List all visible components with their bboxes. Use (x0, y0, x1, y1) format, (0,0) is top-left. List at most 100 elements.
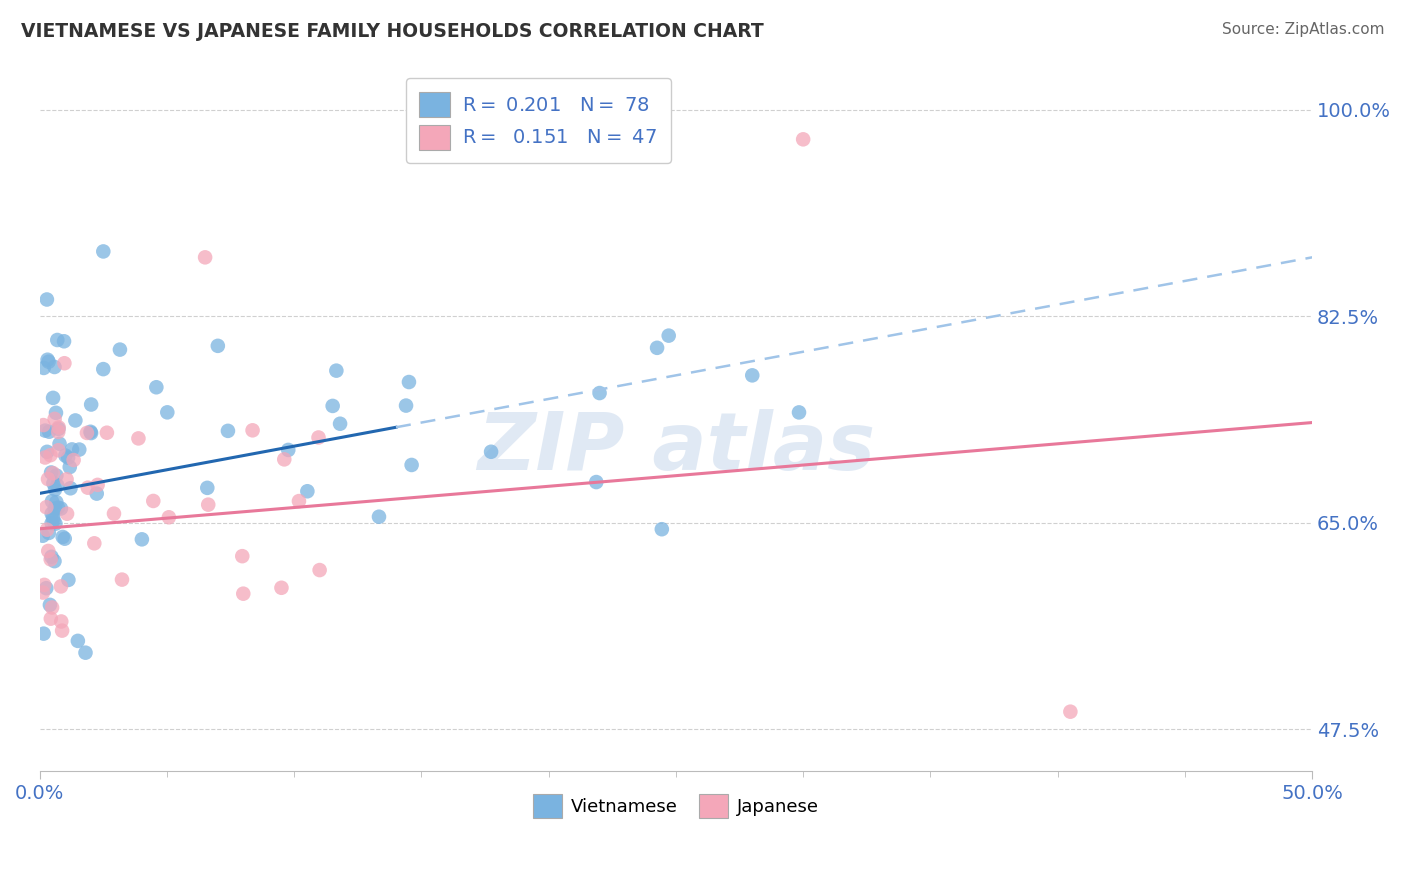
Point (41, 549, 63, 564)
Point (53, 532, 76, 546)
Point (42, 513, 65, 527)
Point (53, 334, 76, 349)
Point (308, 563, 330, 577)
Point (277, 442, 299, 457)
Point (32, 360, 55, 375)
Point (49, 579, 72, 593)
Point (207, 339, 229, 353)
Point (55, 472, 77, 486)
Point (41, 494, 63, 508)
Point (41, 600, 63, 615)
Point (49, 501, 72, 516)
Point (242, 423, 264, 437)
Point (35, 293, 58, 307)
Point (46, 425, 69, 439)
Point (325, 364, 347, 378)
Point (38, 355, 60, 369)
Point (645, 341, 668, 355)
Point (56, 450, 79, 465)
Text: Source: ZipAtlas.com: Source: ZipAtlas.com (1222, 22, 1385, 37)
Point (42, 510, 65, 524)
Point (52, 530, 75, 544)
Point (38, 425, 60, 439)
Point (288, 494, 311, 508)
Point (76, 481, 98, 495)
Point (35, 523, 58, 537)
Point (217, 424, 239, 438)
Point (34, 424, 56, 438)
Point (38, 598, 60, 612)
Point (91, 244, 114, 259)
Point (53, 356, 76, 370)
Point (45, 468, 67, 483)
Point (108, 343, 131, 357)
Point (42, 466, 65, 480)
Point (297, 484, 319, 499)
Point (44, 359, 66, 374)
Point (585, 475, 607, 489)
Point (792, 132, 814, 146)
Point (48, 420, 70, 434)
Point (32, 578, 55, 592)
Point (44, 501, 66, 516)
Point (67, 442, 90, 457)
Point (231, 549, 253, 564)
Point (37, 472, 59, 486)
Point (741, 368, 763, 383)
Point (38, 525, 60, 540)
Point (79, 425, 101, 439)
Point (42, 476, 65, 491)
Point (48, 422, 70, 436)
Legend: Vietnamese, Japanese: Vietnamese, Japanese (526, 788, 827, 825)
Point (80, 426, 103, 441)
Point (329, 417, 352, 431)
Point (48, 443, 70, 458)
Point (35, 500, 58, 515)
Point (34, 450, 56, 465)
Point (479, 444, 502, 458)
Point (44, 554, 66, 568)
Point (48, 437, 70, 451)
Point (197, 498, 219, 512)
Point (32, 585, 55, 599)
Point (76, 425, 98, 440)
Point (322, 399, 344, 413)
Point (80, 397, 103, 411)
Point (41, 507, 63, 521)
Point (651, 522, 673, 536)
Point (194, 250, 217, 264)
Point (35, 581, 58, 595)
Point (62, 453, 84, 467)
Point (45, 406, 67, 420)
Point (32, 626, 55, 640)
Point (37, 544, 59, 558)
Point (60, 442, 83, 457)
Point (270, 581, 292, 595)
Point (59, 481, 82, 495)
Point (111, 573, 134, 587)
Point (127, 431, 149, 445)
Point (436, 805, 458, 819)
Point (44, 483, 66, 497)
Point (86, 486, 108, 500)
Point (56, 507, 79, 521)
Point (91, 362, 114, 376)
Point (32, 418, 55, 433)
Text: ZIP atlas: ZIP atlas (477, 409, 875, 487)
Point (658, 328, 681, 343)
Point (39, 466, 62, 480)
Point (46, 333, 69, 347)
Point (588, 386, 610, 401)
Point (157, 510, 180, 524)
Point (46, 500, 69, 515)
Point (66, 633, 89, 648)
Point (41, 516, 63, 531)
Point (42, 391, 65, 405)
Point (96, 425, 118, 440)
Point (368, 509, 391, 524)
Point (59, 460, 82, 475)
Point (308, 430, 330, 444)
Point (75, 646, 97, 660)
Point (83, 536, 105, 550)
Point (86, 478, 108, 492)
